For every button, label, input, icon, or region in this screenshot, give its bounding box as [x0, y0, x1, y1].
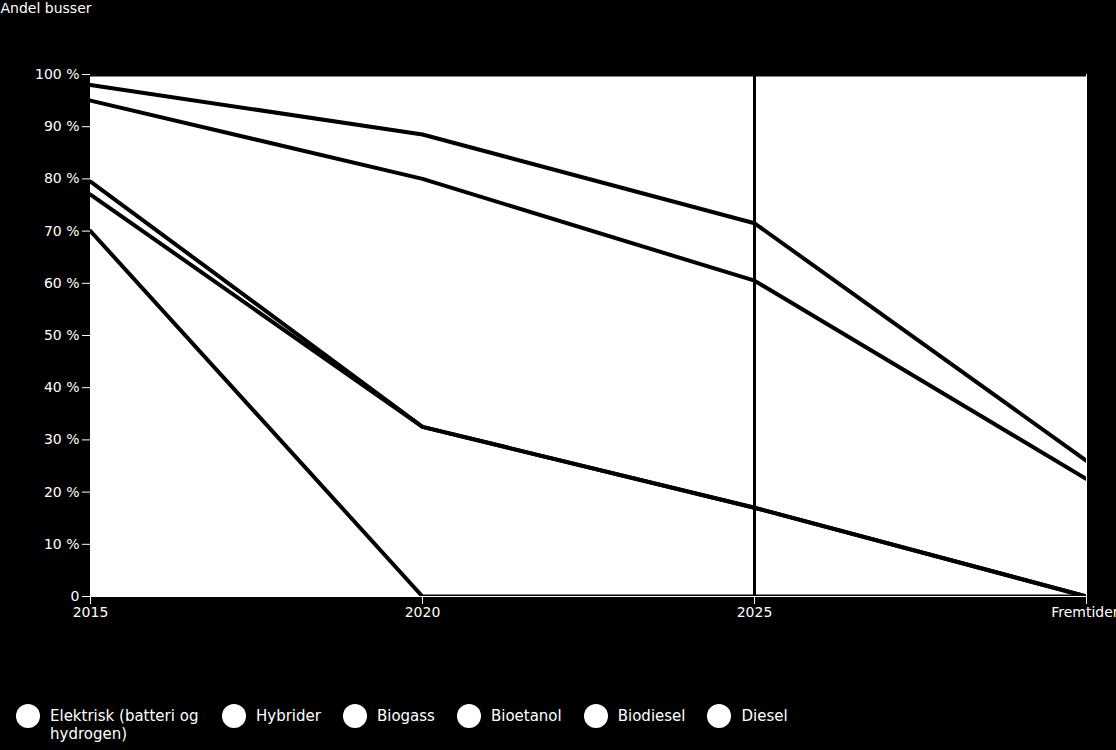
svg-text:50 %: 50 %: [44, 327, 80, 343]
html-text:Hybrider: Hybrider: [256, 707, 321, 725]
svg-text:0: 0: [71, 588, 80, 604]
svg-text:60 %: 60 %: [44, 275, 80, 291]
svg-text:Fremtiden: Fremtiden: [1051, 604, 1116, 620]
svg-text:40 %: 40 %: [44, 379, 80, 395]
html-text:Bioetanol: Bioetanol: [490, 707, 562, 725]
svg-text:2025: 2025: [737, 604, 773, 620]
svg-text:90 %: 90 %: [44, 118, 80, 134]
svg-text:10 %: 10 %: [44, 536, 80, 552]
html-text:Biogass: Biogass: [376, 707, 435, 725]
svg-text:100 %: 100 %: [35, 66, 79, 82]
html-text:Biodiesel: Biodiesel: [617, 707, 686, 725]
svg-text:Andel busser: Andel busser: [1, 0, 92, 16]
html-text:Diesel: Diesel: [741, 707, 788, 725]
html-text:Elektrisk (batteri og hydrogen: Elektrisk (batteri og hydrogen): [50, 707, 199, 743]
svg-text:2015: 2015: [73, 604, 109, 620]
svg-text:30 %: 30 %: [44, 431, 80, 447]
svg-text:70 %: 70 %: [44, 223, 80, 239]
svg-text:20 %: 20 %: [44, 484, 80, 500]
svg-text:80 %: 80 %: [44, 170, 80, 186]
svg-text:2020: 2020: [405, 604, 441, 620]
